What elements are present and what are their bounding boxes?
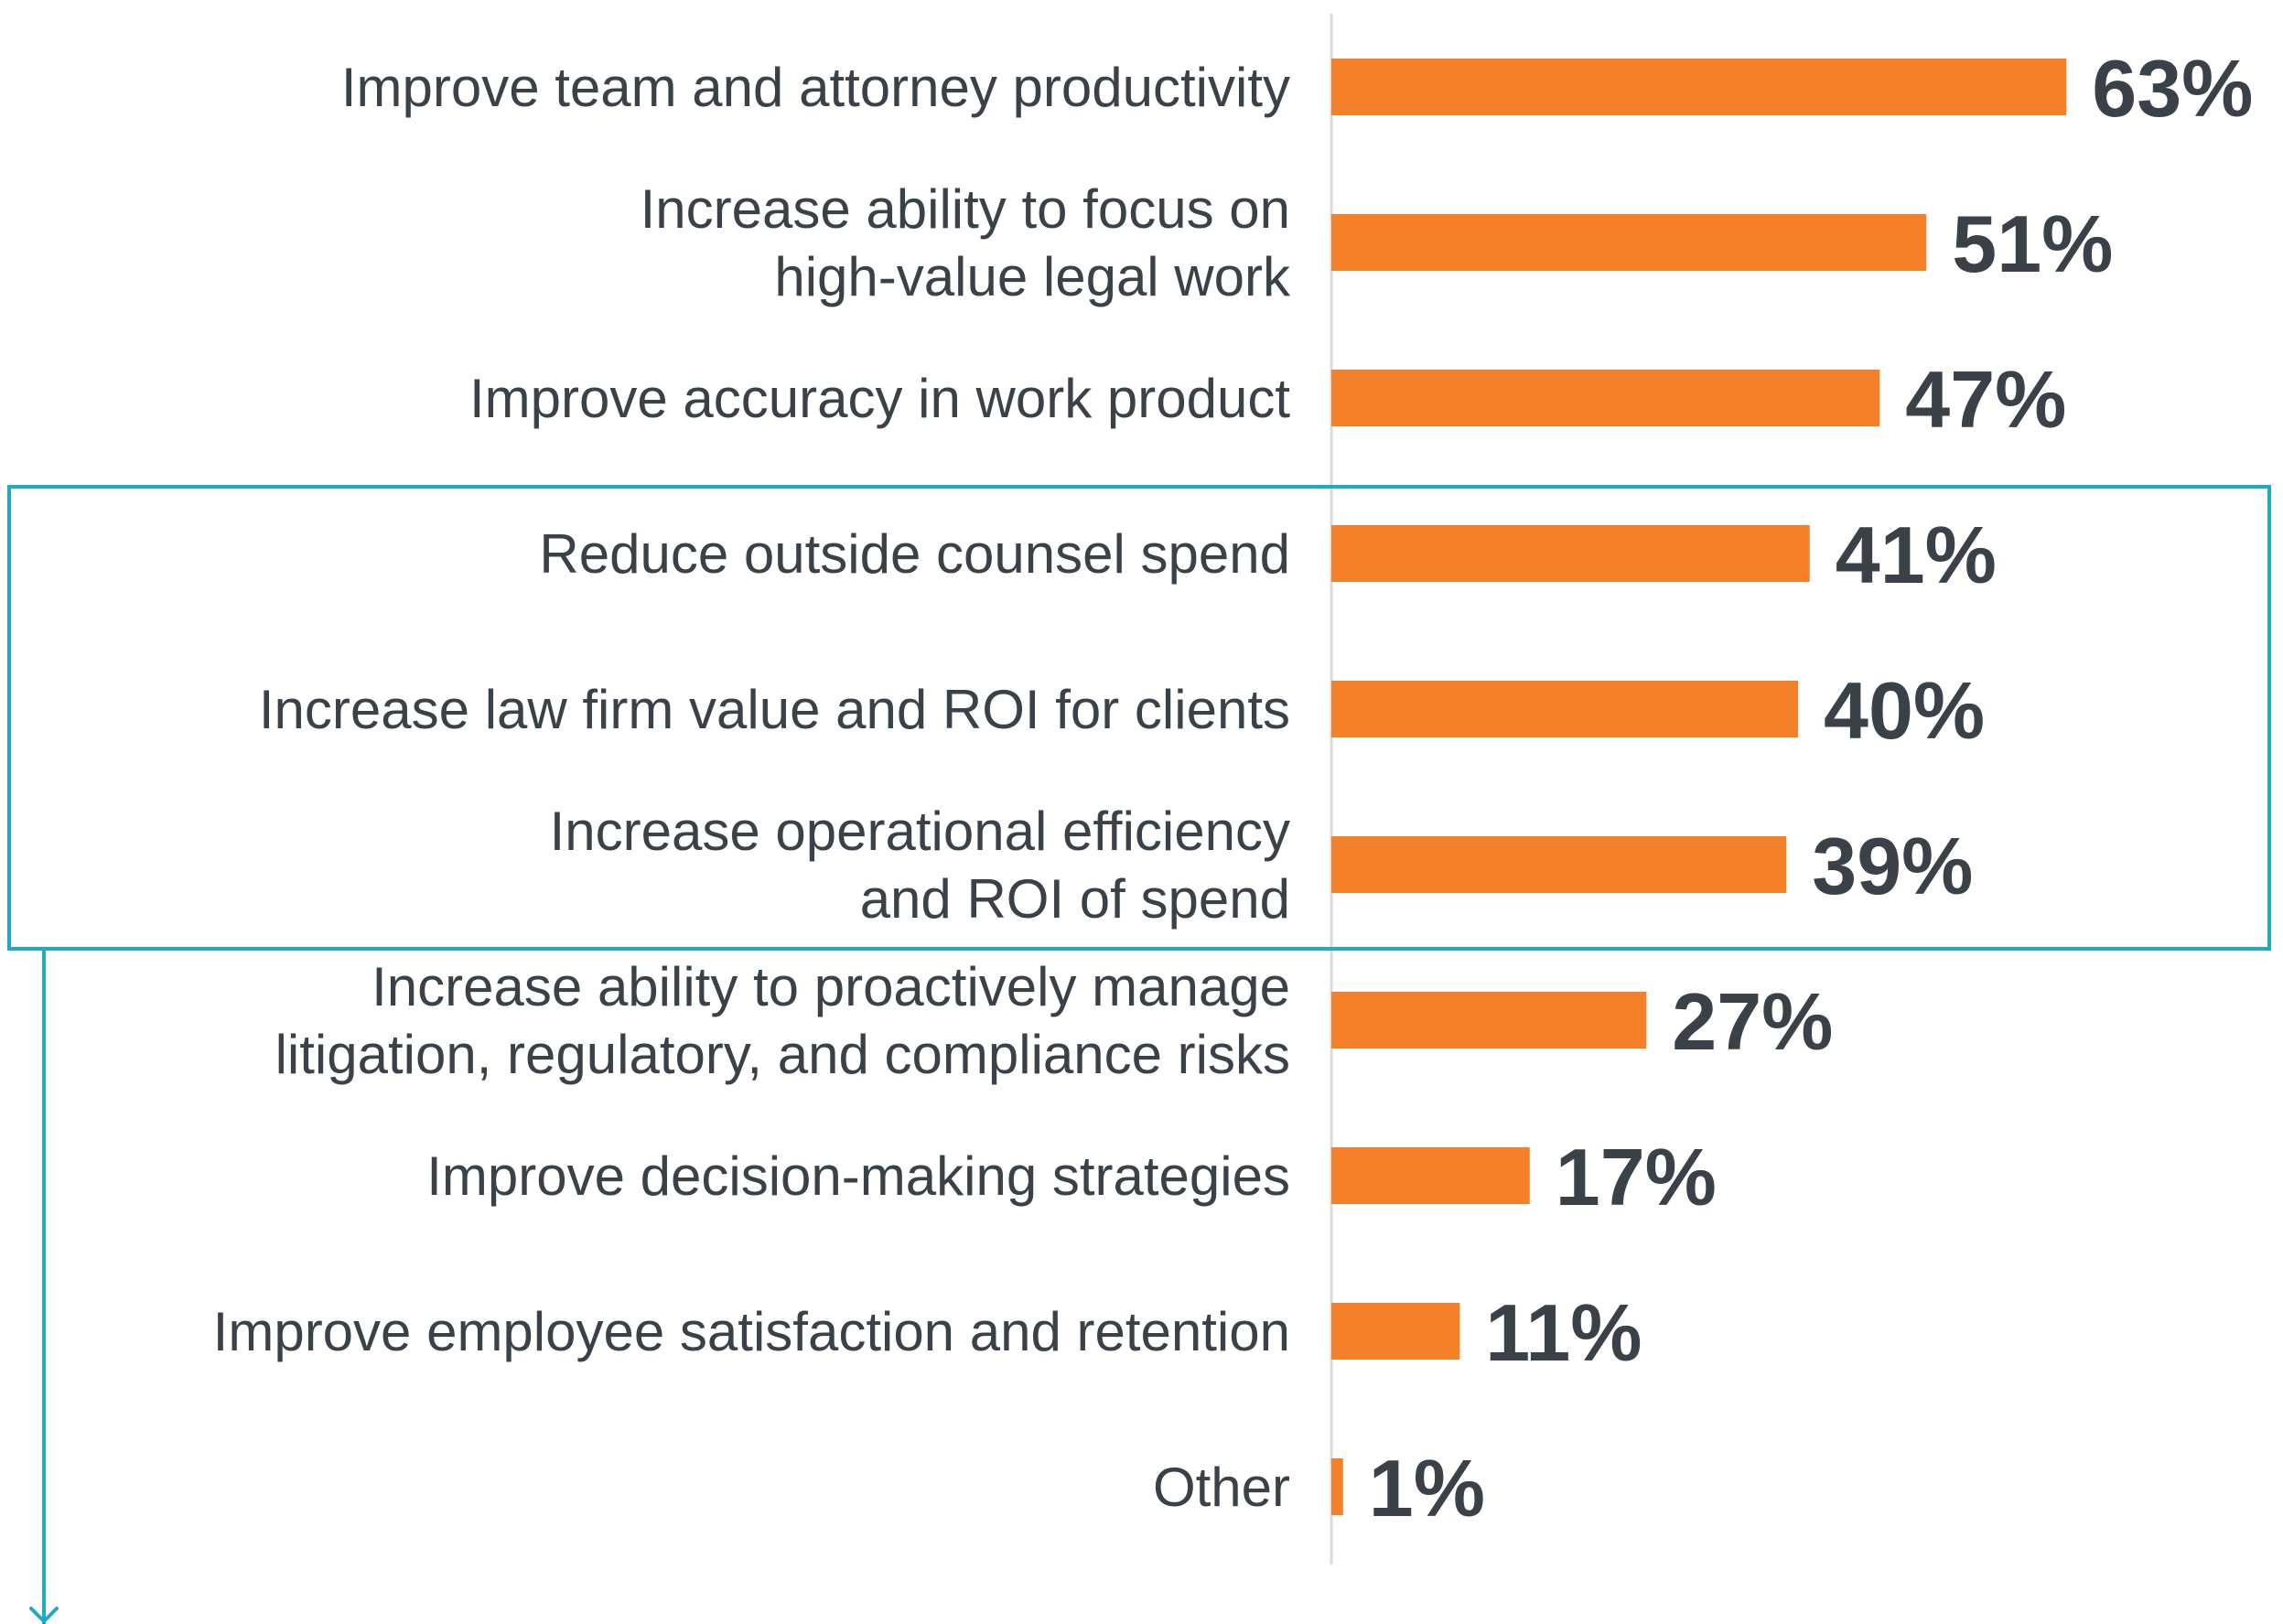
category-label-line: Improve decision-making strategies: [426, 1145, 1290, 1207]
value-label: 47%: [1905, 354, 2066, 445]
category-label-line: Improve team and attorney productivity: [341, 57, 1290, 118]
bar-row: Other 1%: [1153, 1443, 1485, 1533]
bar-row: Improve employee satisfaction and retent…: [213, 1287, 1642, 1378]
bar-row: Increase ability to focus on high-value l…: [641, 178, 2114, 307]
bar-series: Improve team and attorney productivity 63…: [213, 43, 2254, 1533]
category-label-line: Other: [1153, 1457, 1290, 1518]
value-label: 51%: [1952, 199, 2113, 289]
value-label: 40%: [1824, 665, 1985, 756]
value-label: 11%: [1485, 1287, 1642, 1378]
bar: [1331, 1303, 1460, 1360]
value-label: 63%: [2092, 43, 2253, 134]
category-label-line: Increase law firm value and ROI for clie…: [259, 679, 1290, 740]
category-label: Reduce outside counsel spend: [539, 523, 1290, 585]
value-label: 17%: [1556, 1132, 1717, 1222]
category-label: Improve employee satisfaction and retent…: [213, 1301, 1290, 1362]
bar-row: Increase operational efficiency and ROI o…: [550, 801, 1974, 930]
category-label: Increase operational efficiency and ROI o…: [550, 801, 1290, 930]
highlight-annotation: [7, 485, 2271, 1624]
bar-row: Improve accuracy in work product 47%: [469, 354, 2066, 445]
bar: [1331, 370, 1880, 426]
bar-row: Improve decision-making strategies 17%: [426, 1132, 1717, 1222]
category-label-line: litigation, regulatory, and compliance r…: [275, 1024, 1290, 1085]
bar: [1331, 1458, 1343, 1515]
bar-row: Reduce outside counsel spend 41%: [539, 510, 1996, 600]
category-label: Increase law firm value and ROI for clie…: [259, 679, 1290, 740]
value-label: 41%: [1836, 510, 1997, 600]
highlight-box: [7, 485, 2271, 951]
category-label: Increase ability to proactively manage li…: [275, 956, 1290, 1085]
bar: [1331, 59, 2067, 115]
category-label: Improve decision-making strategies: [426, 1145, 1290, 1207]
category-label-line: Improve employee satisfaction and retent…: [213, 1301, 1290, 1362]
bar: [1331, 1147, 1530, 1204]
value-label: 1%: [1369, 1443, 1485, 1533]
value-label: 27%: [1672, 976, 1833, 1067]
bar-row: Improve team and attorney productivity 63…: [341, 43, 2254, 134]
category-label-line: high-value legal work: [774, 246, 1291, 307]
bar: [1331, 992, 1647, 1049]
bar: [1331, 214, 1927, 271]
category-label-line: Reduce outside counsel spend: [539, 523, 1290, 585]
category-label-line: Increase operational efficiency: [550, 801, 1290, 862]
category-label-line: and ROI of spend: [860, 868, 1290, 930]
arrow-down-icon: [29, 1607, 59, 1624]
bar-row: Increase law firm value and ROI for clie…: [259, 665, 1985, 756]
category-label: Improve team and attorney productivity: [341, 57, 1290, 118]
category-label: Increase ability to focus on high-value l…: [641, 178, 1291, 307]
category-label-line: Increase ability to proactively manage: [372, 956, 1290, 1017]
bar-row: Increase ability to proactively manage li…: [275, 956, 1834, 1085]
category-label: Other: [1153, 1457, 1290, 1518]
category-label-line: Increase ability to focus on: [641, 178, 1290, 240]
category-label: Improve accuracy in work product: [469, 368, 1290, 429]
value-label: 39%: [1812, 821, 1973, 911]
bar: [1331, 525, 1810, 582]
category-label-line: Improve accuracy in work product: [469, 368, 1290, 429]
bar: [1331, 681, 1798, 737]
bar: [1331, 836, 1787, 893]
